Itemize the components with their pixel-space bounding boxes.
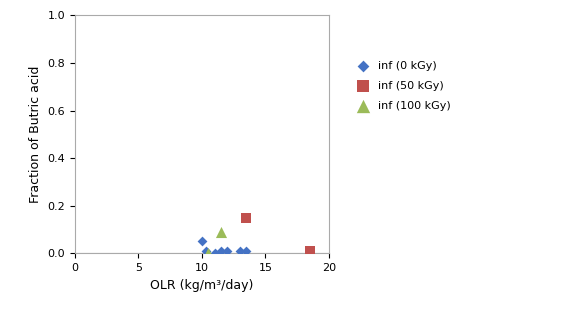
inf (0 kGy) — [235, 248, 245, 253]
inf (0 kGy) — [197, 239, 207, 244]
inf (50 kGy) — [242, 215, 251, 220]
Legend: inf (0 kGy), inf (50 kGy), inf (100 kGy): inf (0 kGy), inf (50 kGy), inf (100 kGy) — [347, 57, 455, 116]
inf (100 kGy) — [204, 251, 213, 256]
inf (0 kGy) — [210, 251, 219, 256]
Y-axis label: Fraction of Butric acid: Fraction of Butric acid — [29, 66, 42, 203]
inf (0 kGy) — [242, 248, 251, 253]
X-axis label: OLR (kg/m³/day): OLR (kg/m³/day) — [150, 279, 254, 292]
inf (0 kGy) — [223, 248, 232, 253]
inf (50 kGy) — [305, 248, 314, 253]
inf (100 kGy) — [216, 230, 226, 235]
inf (0 kGy) — [201, 248, 211, 253]
inf (0 kGy) — [216, 248, 226, 253]
